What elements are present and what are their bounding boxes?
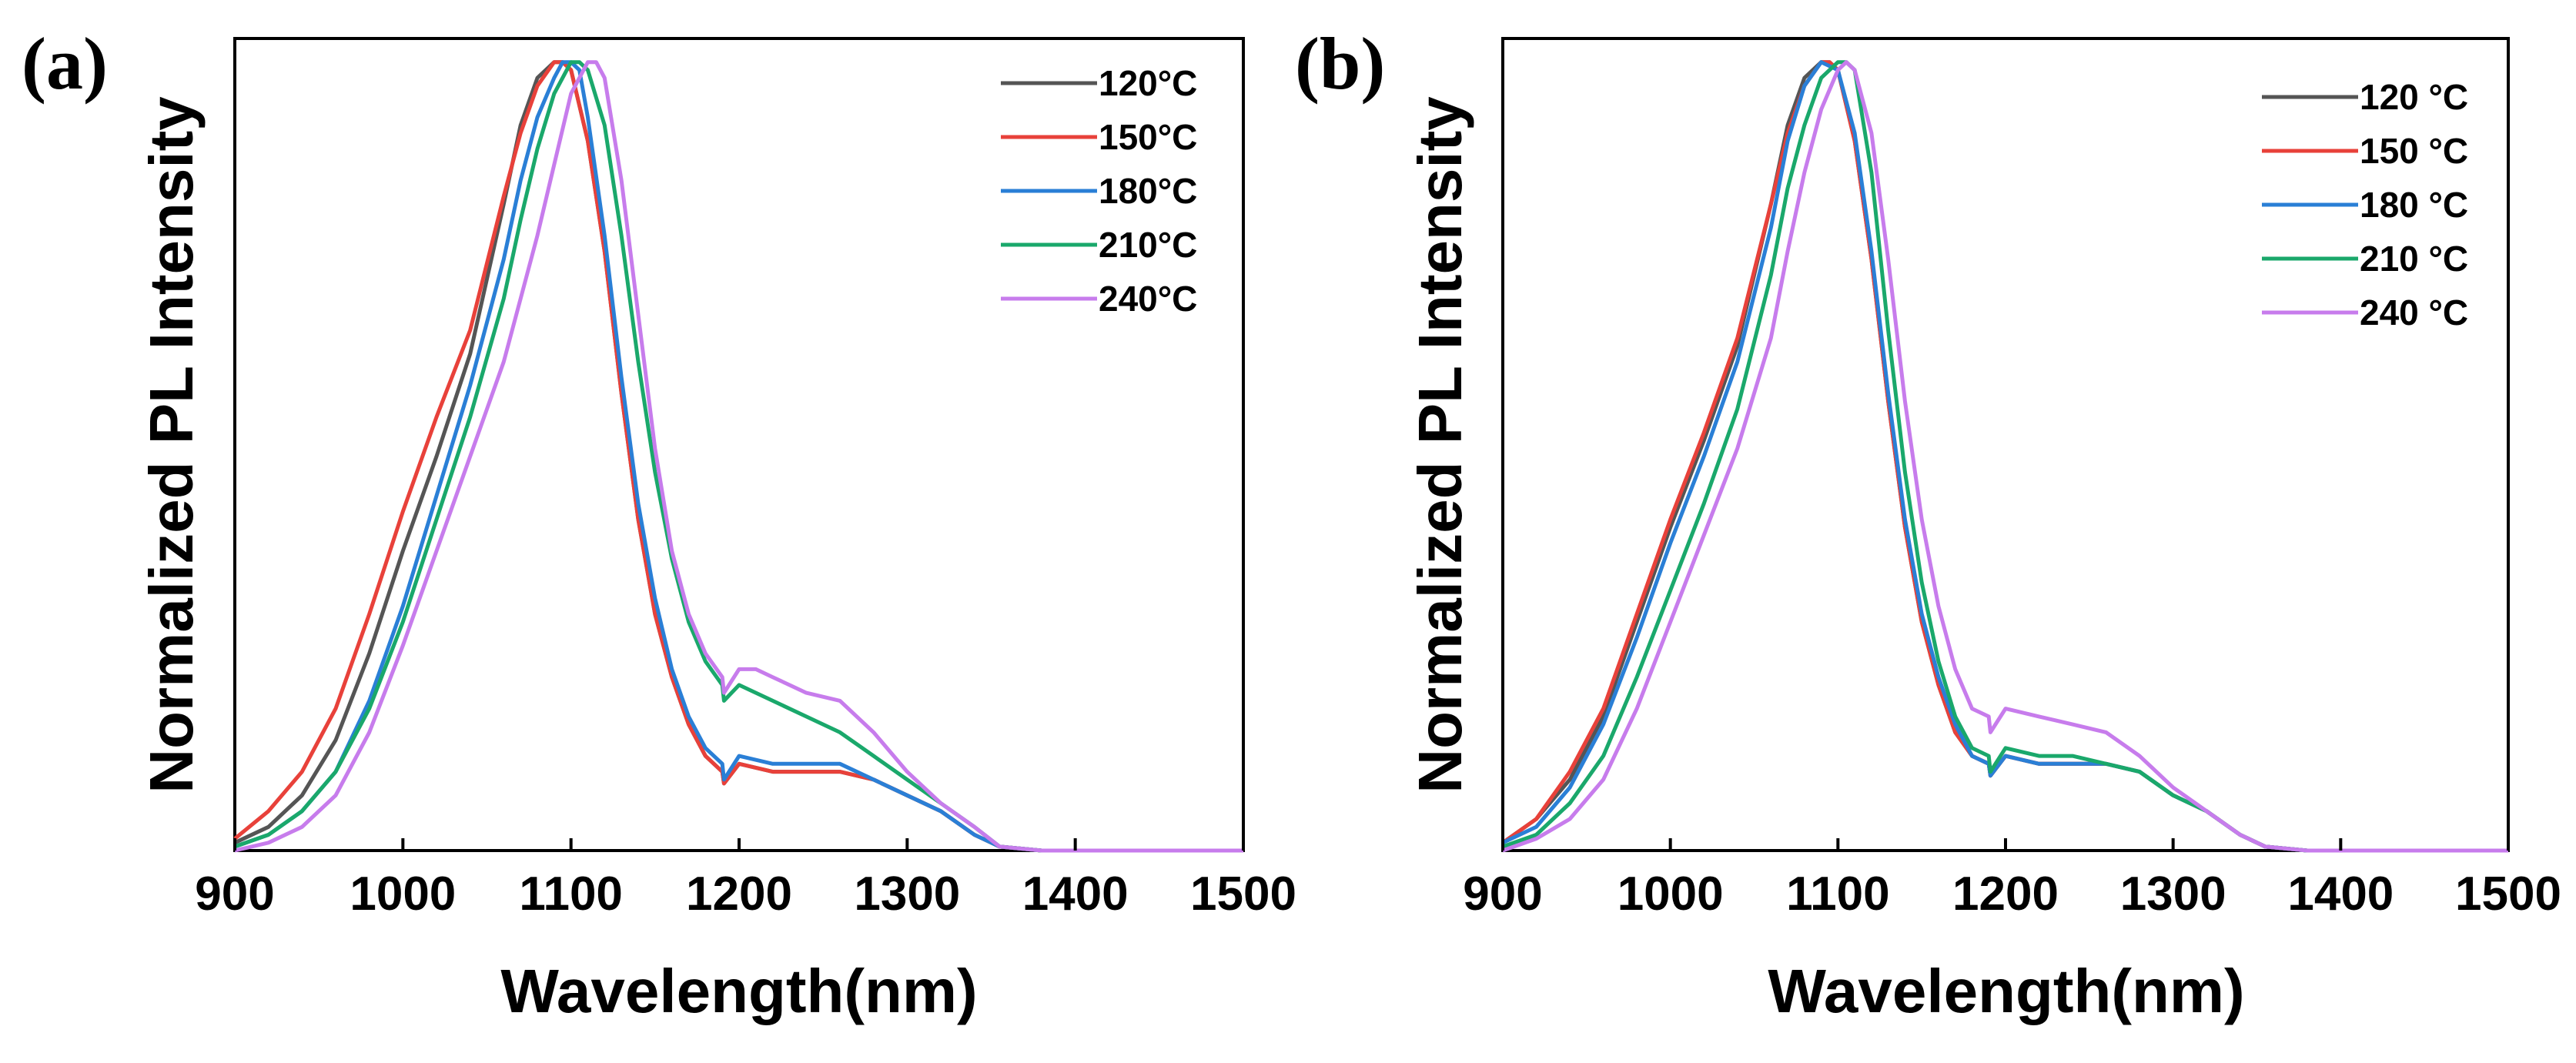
x-tick-label: 1100 (1786, 867, 1890, 921)
x-tick-label: 1300 (854, 867, 960, 921)
series-lines (1501, 60, 2508, 853)
series-line-2 (1501, 60, 2508, 853)
panel-label: (a) (22, 22, 108, 105)
series-line-4 (234, 60, 1243, 853)
x-axis-title: Wavelength(nm) (500, 957, 977, 1025)
legend-label: 150°C (1099, 117, 1197, 157)
panel-b: (b) Normalized PL Intensity Wavelength(n… (1295, 22, 2561, 1025)
series-line-0 (1501, 60, 2508, 853)
plot-frame (233, 37, 1245, 852)
x-tick-label: 1200 (1952, 867, 2059, 921)
panel-a: (a) Normalized PL Intensity Wavelength(n… (22, 22, 1296, 1025)
legend-label: 210°C (1099, 225, 1197, 265)
series-lines (233, 60, 1243, 853)
x-tick-label: 1500 (2455, 867, 2561, 921)
x-tick-label: 1200 (686, 867, 792, 921)
series-line-1 (233, 60, 1243, 853)
x-tick-label: 1100 (519, 867, 623, 921)
legend-label: 120 °C (2360, 77, 2468, 117)
series-line-0 (233, 60, 1243, 853)
x-tick-label: 1400 (1022, 867, 1129, 921)
legend-label: 210 °C (2360, 239, 2468, 279)
series-line-1 (1501, 60, 2508, 853)
series-line-3 (1502, 60, 2508, 853)
y-axis-title: Normalized PL Intensity (1406, 96, 1474, 794)
x-ticks: 900 1000 1100 1200 1300 1400 1500 (195, 838, 1296, 921)
legend-label: 180°C (1099, 171, 1197, 211)
legend: 120 °C 150 °C 180 °C 210 °C 240 °C (2262, 77, 2468, 333)
x-tick-label: 1500 (1190, 867, 1296, 921)
x-tick-label: 900 (1463, 867, 1542, 921)
panel-label: (b) (1295, 22, 1385, 105)
legend-label: 180 °C (2360, 185, 2468, 225)
legend-label: 240 °C (2360, 292, 2468, 333)
series-line-4 (1502, 60, 2508, 853)
series-line-2 (234, 60, 1243, 853)
x-tick-label: 1400 (2287, 867, 2394, 921)
legend-label: 240°C (1099, 279, 1197, 319)
plot-frame (1501, 37, 2510, 852)
x-axis-title: Wavelength(nm) (1768, 957, 2244, 1025)
x-tick-label: 900 (195, 867, 274, 921)
x-tick-label: 1300 (2120, 867, 2226, 921)
x-ticks: 900 1000 1100 1200 1300 1400 1500 (1463, 838, 2561, 921)
y-axis-title: Normalized PL Intensity (137, 96, 206, 794)
legend-label: 120°C (1099, 63, 1197, 103)
x-tick-label: 1000 (1618, 867, 1724, 921)
series-line-3 (234, 60, 1243, 853)
legend-label: 150 °C (2360, 131, 2468, 171)
legend: 120°C 150°C 180°C 210°C 240°C (1001, 63, 1197, 319)
x-tick-label: 1000 (350, 867, 456, 921)
